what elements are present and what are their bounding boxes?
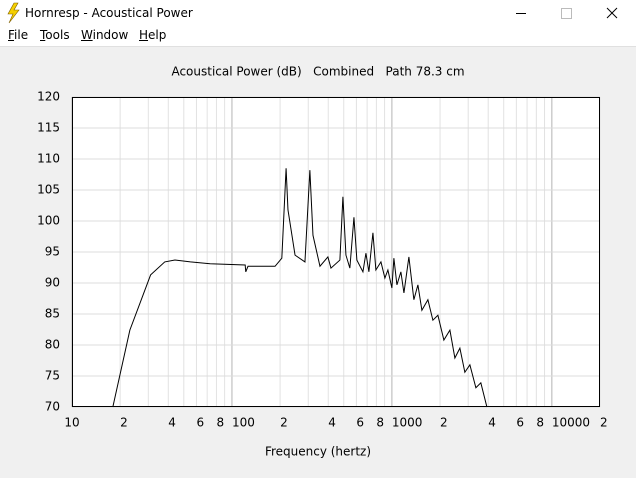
x-tick-label: 10000 [552, 416, 590, 430]
data-line [112, 168, 488, 408]
x-axis-label: Frequency (hertz) [265, 445, 371, 459]
maximize-button[interactable] [561, 8, 572, 19]
x-tick-label: 2 [280, 416, 288, 430]
y-tick-label: 105 [37, 183, 60, 197]
x-tick-label: 8 [536, 416, 544, 430]
y-tick-label: 85 [45, 307, 60, 321]
chart: Acoustical Power (dB) Combined Path 78.3… [37, 65, 608, 459]
y-tick-label: 100 [37, 214, 60, 228]
menu-bar: File Tools Window Help [0, 26, 636, 47]
window-title: Hornresp - Acoustical Power [25, 6, 193, 20]
menu-item[interactable]: File [8, 28, 29, 42]
x-tick-label: 100 [232, 416, 255, 430]
y-tick-label: 120 [37, 90, 60, 104]
x-tick-label: 4 [488, 416, 496, 430]
menu-item[interactable]: Tools [40, 28, 70, 42]
x-tick-label: 1000 [392, 416, 423, 430]
x-tick-label: 6 [196, 416, 204, 430]
x-tick-label: 8 [216, 416, 224, 430]
app-icon [7, 2, 20, 24]
x-tick-label: 4 [328, 416, 336, 430]
y-tick-label: 110 [37, 152, 60, 166]
y-tick-label: 70 [45, 400, 60, 414]
x-tick-label: 10 [64, 416, 79, 430]
menu-item[interactable]: Help [139, 28, 167, 42]
y-tick-label: 75 [45, 369, 60, 383]
x-tick-label: 6 [356, 416, 364, 430]
x-tick-label: 2 [120, 416, 128, 430]
x-tick-label: 8 [376, 416, 384, 430]
title-bar: Hornresp - Acoustical Power [0, 0, 636, 26]
x-tick-label: 4 [168, 416, 176, 430]
y-tick-label: 95 [45, 245, 60, 259]
window-controls [516, 7, 618, 19]
plot-border [72, 97, 600, 407]
chart-title: Acoustical Power (dB) Combined Path 78.3… [171, 65, 464, 79]
x-tick-label: 6 [516, 416, 524, 430]
menu-item[interactable]: Window [81, 28, 129, 42]
x-tick-label: 2 [440, 416, 448, 430]
y-tick-label: 80 [45, 338, 60, 352]
close-button[interactable] [606, 7, 618, 19]
y-tick-label: 115 [37, 121, 60, 135]
x-tick-label: 2 [600, 416, 608, 430]
y-tick-label: 90 [45, 276, 60, 290]
